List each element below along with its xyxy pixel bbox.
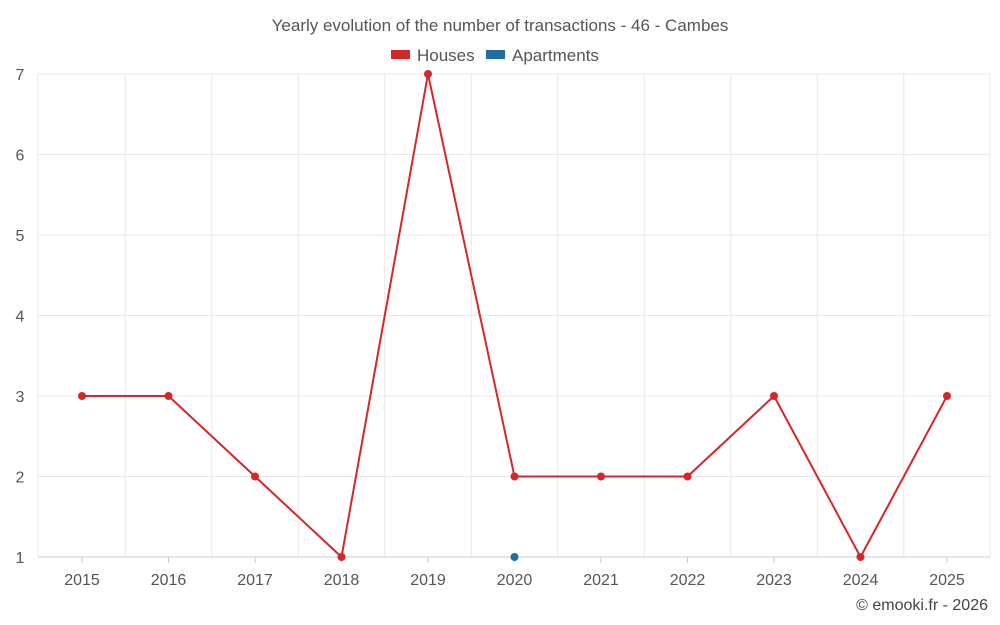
y-tick-label: 1 — [16, 550, 25, 567]
legend-swatch-houses — [391, 50, 410, 59]
y-tick-label: 3 — [16, 389, 25, 406]
x-tick-label: 2019 — [410, 572, 446, 589]
credit-text: © emooki.fr - 2026 — [856, 597, 988, 614]
y-tick-label: 4 — [16, 309, 25, 326]
data-point-houses[interactable] — [856, 553, 865, 561]
series — [78, 70, 951, 561]
y-tick-label: 2 — [16, 470, 25, 487]
y-tick-label: 7 — [16, 67, 25, 84]
data-point-houses[interactable] — [337, 553, 346, 561]
x-tick-label: 2020 — [497, 572, 533, 589]
legend-label-houses[interactable]: Houses — [417, 46, 475, 65]
data-point-apartments[interactable] — [510, 553, 519, 561]
data-point-houses[interactable] — [510, 472, 519, 481]
data-point-houses[interactable] — [251, 472, 259, 481]
x-tick-label: 2025 — [929, 572, 965, 589]
x-tick-label: 2018 — [324, 572, 360, 589]
data-point-houses[interactable] — [424, 70, 432, 78]
chart-legend: Houses Apartments — [391, 46, 599, 65]
legend-swatch-apartments — [486, 50, 505, 59]
legend-label-apartments[interactable]: Apartments — [512, 46, 599, 65]
x-tick-label: 2015 — [64, 572, 100, 589]
data-point-houses[interactable] — [164, 392, 173, 400]
data-point-houses[interactable] — [770, 392, 778, 400]
data-point-houses[interactable] — [943, 392, 951, 400]
grid — [37, 73, 991, 557]
data-point-houses[interactable] — [597, 472, 605, 481]
x-tick-label: 2022 — [670, 572, 706, 589]
y-tick-label: 6 — [16, 148, 25, 165]
x-tick-label: 2017 — [237, 572, 273, 589]
x-tick-label: 2021 — [583, 572, 619, 589]
x-tick-label: 2016 — [151, 572, 187, 589]
x-tick-label: 2023 — [756, 572, 792, 589]
data-point-houses[interactable] — [78, 392, 86, 400]
data-point-houses[interactable] — [683, 472, 692, 481]
axes: 1 2 3 4 5 6 7 2015 2016 2017 2018 2019 2020 2021 2022 2… — [16, 67, 990, 589]
x-tick-label: 2024 — [843, 572, 879, 589]
chart-title: Yearly evolution of the number of transa… — [272, 16, 729, 35]
y-tick-label: 5 — [16, 228, 25, 245]
